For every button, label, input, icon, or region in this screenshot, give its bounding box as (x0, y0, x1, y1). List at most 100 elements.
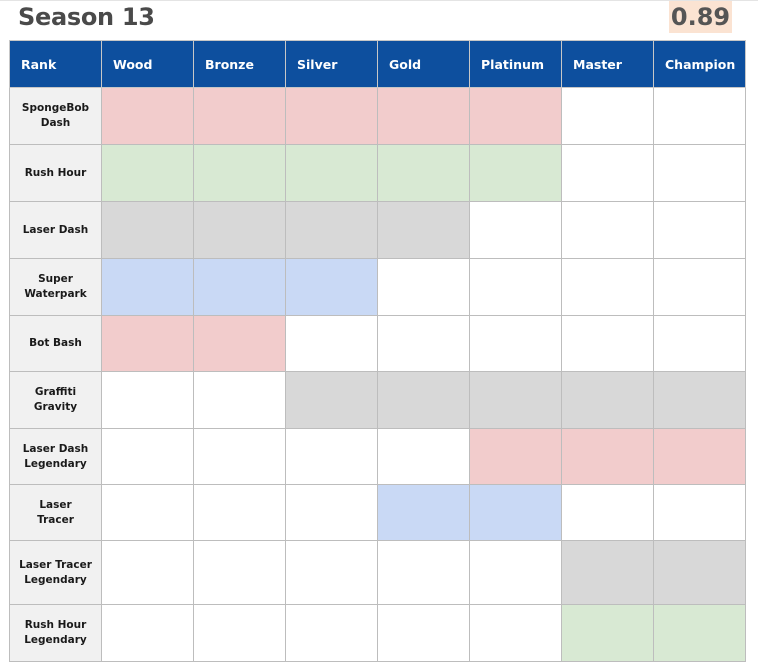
row-label-line: Laser Dash (22, 223, 89, 236)
row-label-line: Graffiti (34, 386, 77, 398)
grid-cell (193, 144, 286, 202)
grid-cell (101, 428, 194, 485)
table-row: Graffiti Gravity (9, 371, 746, 429)
row-label-line: Legendary (24, 634, 87, 646)
grid-cell (285, 87, 378, 145)
version-badge: 0.89 (669, 1, 732, 33)
grid-cell (653, 371, 746, 429)
grid-cell (653, 144, 746, 202)
row-label: Laser Dash Legendary (9, 428, 102, 485)
grid-cell (653, 258, 746, 316)
row-label-line: Laser Tracer (19, 558, 92, 571)
grid-cell (285, 258, 378, 316)
grid-cell (101, 87, 194, 145)
table-row: Super Waterpark (9, 258, 746, 316)
grid-cell (285, 201, 378, 259)
row-label: Graffiti Gravity (9, 371, 102, 429)
grid-cell (561, 144, 654, 202)
top-divider (0, 0, 758, 1)
row-label-line: Laser (39, 498, 72, 511)
grid-cell (653, 428, 746, 485)
grid-cell (469, 87, 562, 145)
header-rank: Rank (9, 40, 102, 88)
row-label-line: Rush Hour (24, 619, 87, 631)
table-header-row: Rank Wood Bronze Silver Gold Platinum Ma… (9, 40, 746, 88)
header-silver: Silver (285, 40, 378, 88)
row-label-line: Rush Hour (24, 166, 87, 179)
table-row: Laser Dash Legendary (9, 428, 746, 485)
table-row: SpongeBob Dash (9, 87, 746, 145)
row-label-line: Legendary (24, 573, 87, 586)
grid-cell (101, 604, 194, 662)
row-label-line: Dash (40, 117, 71, 129)
grid-cell (285, 604, 378, 662)
header-wood: Wood (101, 40, 194, 88)
row-label: Bot Bash (9, 315, 102, 372)
grid-cell (377, 258, 470, 316)
row-label-line: Waterpark (24, 288, 87, 300)
grid-cell (653, 201, 746, 259)
grid-cell (469, 144, 562, 202)
row-label-line: Legendary (24, 457, 87, 470)
grid-cell (377, 87, 470, 145)
row-label-line: Bot Bash (29, 337, 82, 349)
row-label: Laser Tracer Legendary (9, 540, 102, 605)
grid-cell (377, 428, 470, 485)
grid-cell (653, 87, 746, 145)
grid-cell (561, 428, 654, 485)
rank-table: Rank Wood Bronze Silver Gold Platinum Ma… (9, 40, 746, 662)
grid-cell (377, 315, 470, 372)
row-label: Rush Hour (9, 144, 102, 202)
header-gold: Gold (377, 40, 470, 88)
table-row: Laser Tracer (9, 484, 746, 541)
grid-cell (101, 144, 194, 202)
header-champion: Champion (653, 40, 746, 88)
grid-cell (193, 371, 286, 429)
table-row: Bot Bash (9, 315, 746, 372)
grid-cell (285, 484, 378, 541)
grid-cell (561, 604, 654, 662)
grid-cell (561, 484, 654, 541)
season-title: Season 13 (18, 3, 155, 31)
grid-cell (101, 315, 194, 372)
grid-cell (469, 540, 562, 605)
grid-cell (469, 604, 562, 662)
grid-cell (193, 428, 286, 485)
row-label: SpongeBob Dash (9, 87, 102, 145)
grid-cell (377, 484, 470, 541)
row-label: Super Waterpark (9, 258, 102, 316)
row-label-line: Gravity (33, 401, 78, 413)
grid-cell (377, 604, 470, 662)
grid-cell (469, 428, 562, 485)
grid-cell (469, 258, 562, 316)
grid-cell (285, 371, 378, 429)
grid-cell (561, 540, 654, 605)
row-label-line: SpongeBob (21, 102, 90, 114)
grid-cell (193, 87, 286, 145)
header-platinum: Platinum (469, 40, 562, 88)
grid-cell (101, 201, 194, 259)
grid-cell (561, 201, 654, 259)
row-label-line: Super (38, 273, 73, 285)
grid-cell (469, 315, 562, 372)
grid-cell (377, 540, 470, 605)
grid-cell (193, 484, 286, 541)
grid-cell (285, 315, 378, 372)
header-bronze: Bronze (193, 40, 286, 88)
grid-cell (561, 315, 654, 372)
table-row: Rush Hour Legendary (9, 604, 746, 662)
grid-cell (193, 258, 286, 316)
grid-cell (101, 371, 194, 429)
row-label: Rush Hour Legendary (9, 604, 102, 662)
grid-cell (377, 201, 470, 259)
grid-cell (377, 144, 470, 202)
row-label-line: Tracer (37, 513, 74, 526)
grid-cell (377, 371, 470, 429)
grid-cell (193, 540, 286, 605)
grid-cell (653, 484, 746, 541)
grid-cell (653, 315, 746, 372)
grid-cell (653, 604, 746, 662)
grid-cell (193, 315, 286, 372)
grid-cell (469, 201, 562, 259)
